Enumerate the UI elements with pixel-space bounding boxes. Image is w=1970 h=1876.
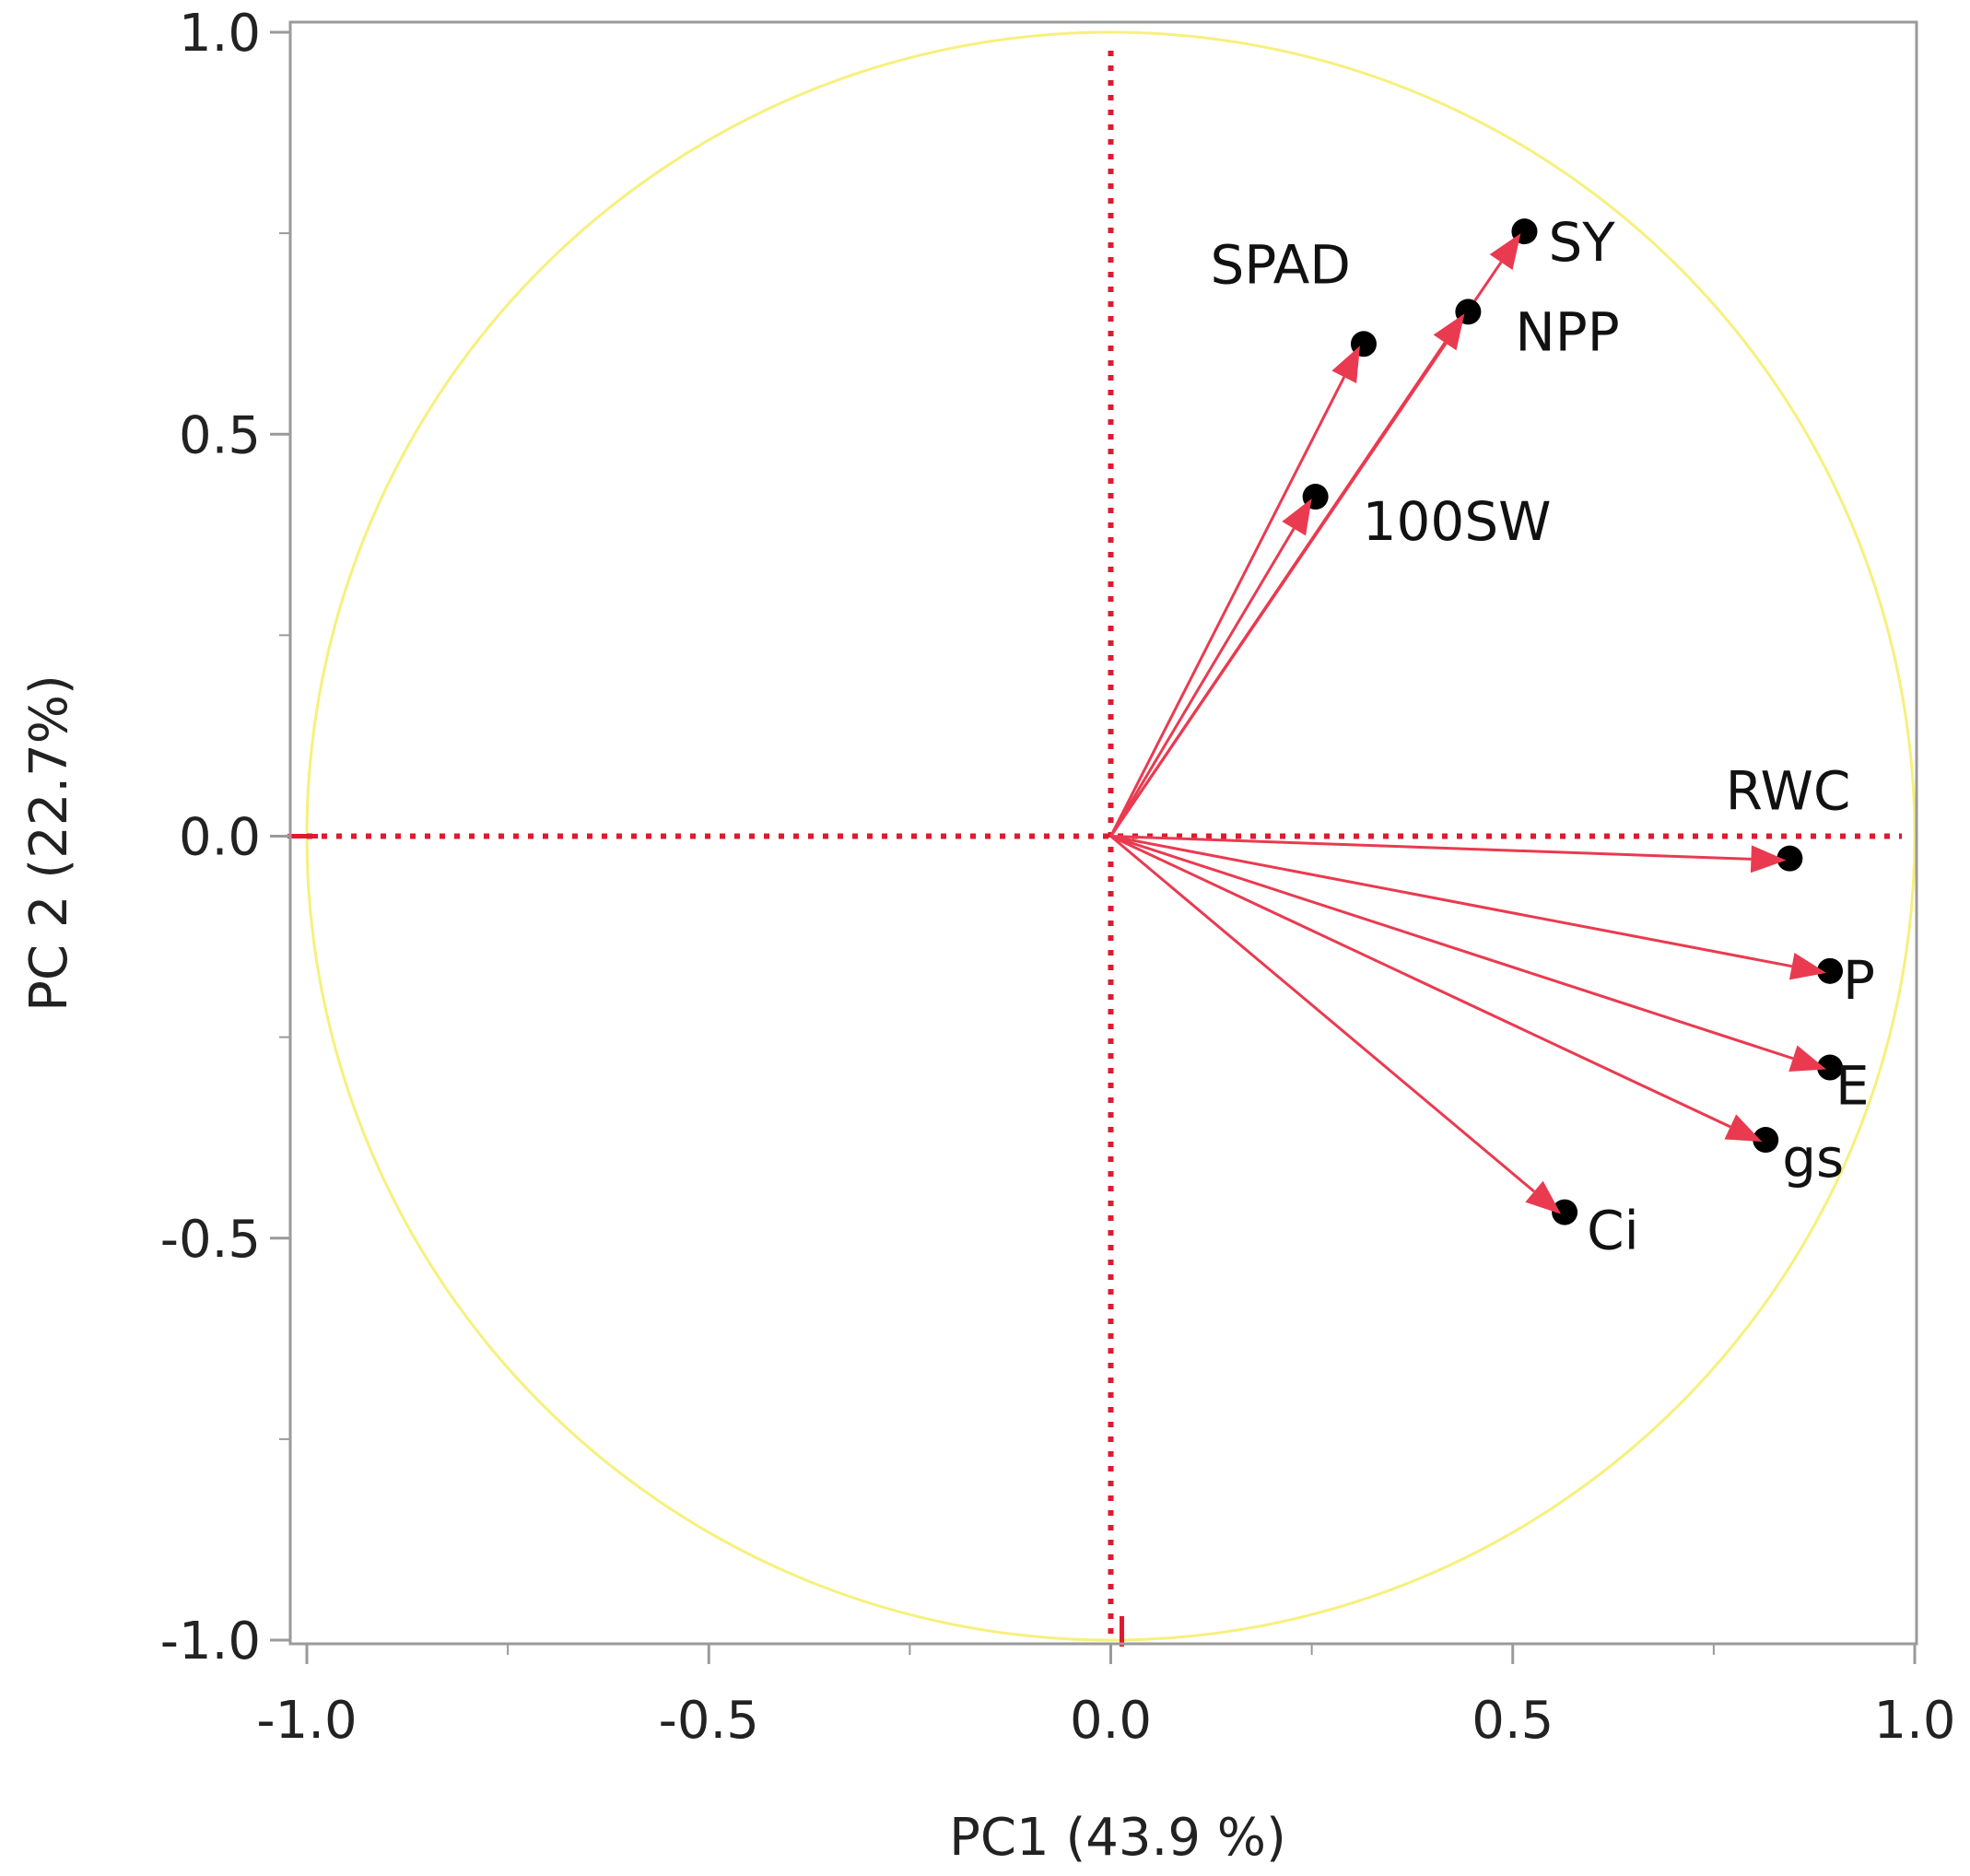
plot-frame-layer <box>288 20 1918 1646</box>
y-tick-label: 0.0 <box>179 808 261 868</box>
point-gs <box>1753 1127 1779 1154</box>
x-tick-label: 0.5 <box>1472 1691 1554 1751</box>
loading-arrows-layer <box>1109 218 1844 1225</box>
arrow-head-e <box>1788 1045 1827 1073</box>
y-tick-label: 0.5 <box>179 405 261 465</box>
arrow-head-ci <box>1525 1180 1562 1214</box>
label-spad: SPAD <box>1211 233 1351 296</box>
arrow-head-rwc <box>1750 845 1787 874</box>
label-rwc: RWC <box>1726 760 1851 823</box>
arrow-shaft-p <box>1110 835 1792 968</box>
x-tick-label: 0.0 <box>1070 1691 1152 1751</box>
arrow-shaft-spad <box>1109 376 1346 838</box>
label-gs: gs <box>1782 1127 1844 1190</box>
label-p: P <box>1843 949 1875 1012</box>
axis-ticks-layer: -1.0 -0.5 0.0 0.5 1.0 -1.0 -0.5 0.0 0.5 1.0 <box>160 4 1956 1751</box>
point-rwc <box>1777 845 1803 872</box>
point-e <box>1817 1054 1844 1081</box>
point-ci <box>1552 1199 1578 1225</box>
arrow-shaft-100sw <box>1109 527 1296 838</box>
point-p <box>1817 957 1844 984</box>
arrow-shaft-npp <box>1109 342 1447 838</box>
label-ci: Ci <box>1587 1200 1639 1262</box>
y-tick-label: 1.0 <box>179 4 261 64</box>
arrow-head-npp <box>1433 313 1465 351</box>
arrow-head-spad <box>1331 346 1360 383</box>
arrow-head-p <box>1788 952 1827 980</box>
reference-lines-layer <box>287 51 1902 1647</box>
y-axis-title: PC 2 (22.7%) <box>19 674 79 1012</box>
label-sy: SY <box>1548 211 1615 274</box>
x-tick-label: -1.0 <box>256 1691 357 1751</box>
y-tick-label: -1.0 <box>160 1612 261 1671</box>
y-tick-label: -0.5 <box>160 1210 261 1270</box>
label-100sw: 100SW <box>1363 490 1552 553</box>
arrow-shaft-rwc <box>1110 835 1752 861</box>
x-tick-label: 1.0 <box>1873 1691 1955 1751</box>
arrow-head-sy <box>1489 233 1521 270</box>
label-e: E <box>1835 1055 1870 1118</box>
arrow-shaft-gs <box>1109 835 1731 1129</box>
x-tick-label: -0.5 <box>659 1691 759 1751</box>
arrow-shaft-ci <box>1109 835 1535 1193</box>
arrow-head-100sw <box>1282 498 1312 536</box>
plot-frame <box>288 20 1918 1646</box>
arrow-shaft-e <box>1110 835 1794 1061</box>
x-axis-title: PC1 (43.9 %) <box>949 1808 1286 1868</box>
arrow-head-gs <box>1724 1114 1763 1143</box>
label-npp: NPP <box>1515 300 1619 363</box>
